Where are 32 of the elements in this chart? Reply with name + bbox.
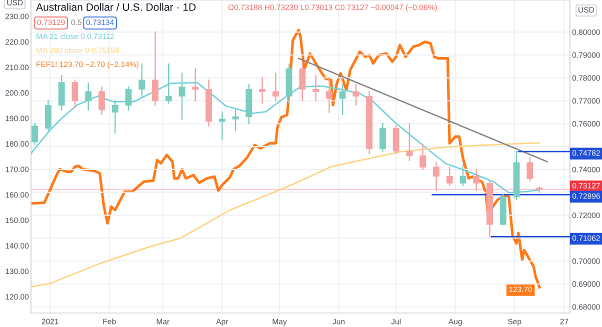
- candlestick: [165, 63, 172, 104]
- candlestick: [272, 72, 279, 102]
- candlestick: [392, 125, 400, 154]
- candlestick: [112, 100, 118, 134]
- candlestick: [473, 168, 480, 191]
- candlestick: [460, 164, 466, 186]
- candlestick: [312, 74, 320, 102]
- candlestick: [299, 63, 306, 102]
- candlestick: [125, 86, 132, 111]
- candlestick: [339, 84, 346, 116]
- candlestick: [85, 82, 92, 111]
- candlestick: [178, 72, 186, 120]
- candlestick: [138, 63, 146, 97]
- candlestick: [152, 31, 158, 106]
- candlestick: [406, 123, 413, 161]
- candlestick: [526, 157, 534, 182]
- candlestick: [420, 144, 426, 170]
- candlestick: [326, 77, 332, 113]
- candlestick: [72, 80, 78, 108]
- candlestick: [432, 162, 440, 191]
- candlestick: [98, 86, 105, 116]
- candlestick: [218, 112, 226, 140]
- candlestick: [259, 77, 266, 104]
- candlestick: [352, 84, 360, 106]
- candlestick: [192, 68, 199, 102]
- candlestick: [446, 166, 453, 186]
- candlestick: [379, 123, 386, 152]
- candlestick: [44, 100, 52, 132]
- chart-title: Australian Dollar / U.S. Dollar · 1D: [36, 3, 196, 11]
- candlestick: [232, 109, 239, 132]
- candlestick: [58, 74, 65, 111]
- candlestick: [32, 123, 38, 145]
